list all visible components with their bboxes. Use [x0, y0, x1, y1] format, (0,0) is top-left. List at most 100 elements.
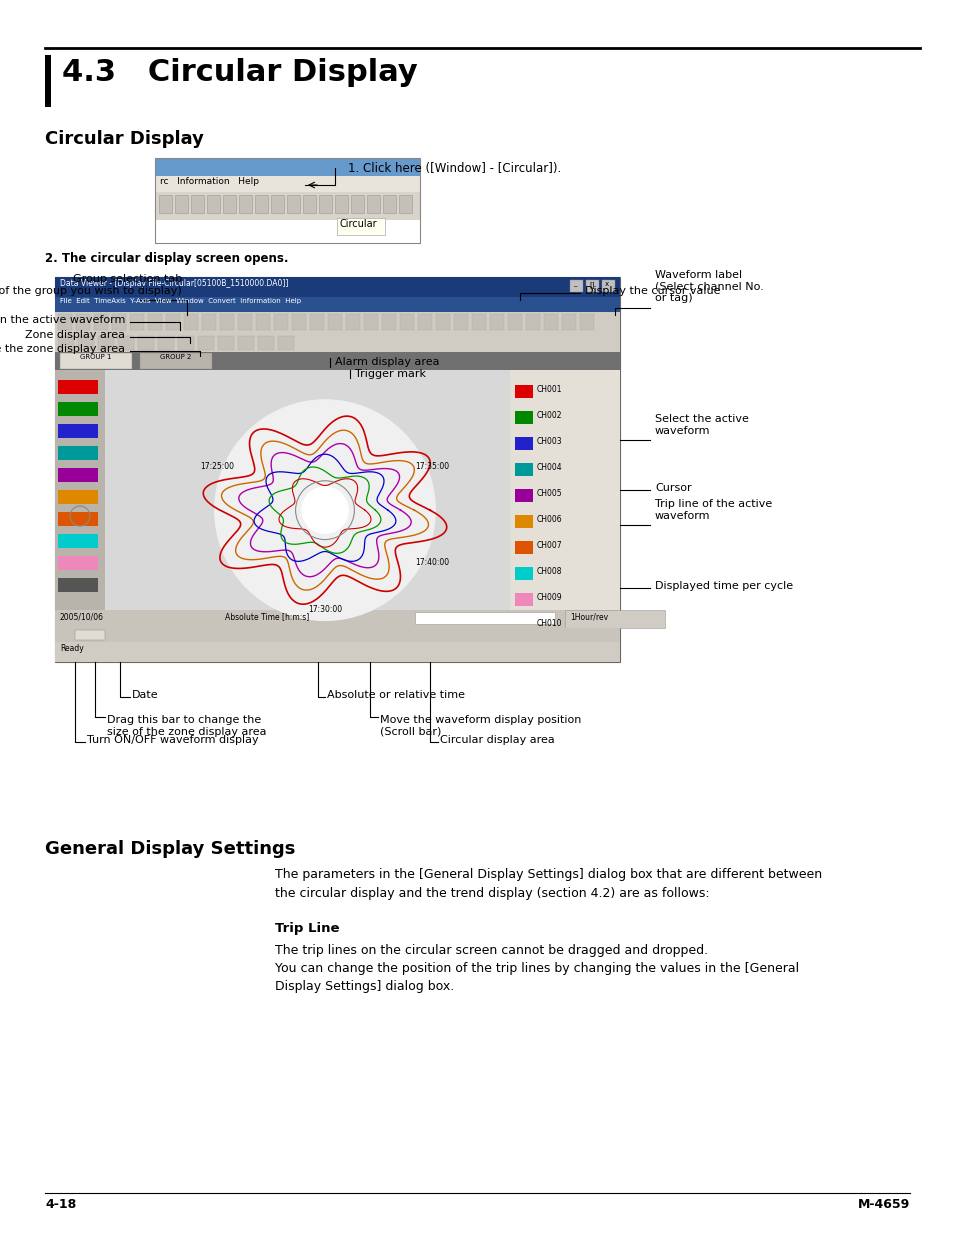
Text: _: _: [573, 282, 576, 287]
Bar: [303, 195, 315, 212]
Bar: [579, 314, 594, 330]
Bar: [174, 195, 188, 212]
Bar: [148, 314, 162, 330]
Text: General Display Settings: General Display Settings: [45, 840, 295, 858]
Bar: [507, 314, 521, 330]
Bar: [415, 613, 555, 624]
Bar: [58, 490, 98, 504]
Bar: [58, 446, 98, 459]
Bar: [515, 489, 533, 501]
Text: CH002: CH002: [537, 411, 562, 420]
Text: The trip lines on the circular screen cannot be dragged and dropped.: The trip lines on the circular screen ca…: [274, 944, 707, 957]
Bar: [239, 195, 252, 212]
Text: Circular: Circular: [339, 219, 377, 228]
Bar: [292, 314, 306, 330]
Text: Zone display area: Zone display area: [25, 330, 125, 340]
Text: CH007: CH007: [537, 541, 562, 550]
Bar: [55, 312, 619, 333]
Text: M-4659: M-4659: [857, 1198, 909, 1212]
Bar: [525, 314, 539, 330]
Text: x: x: [604, 282, 608, 287]
Bar: [328, 314, 341, 330]
Bar: [318, 195, 332, 212]
Bar: [218, 336, 233, 350]
Bar: [367, 195, 379, 212]
Text: Trip line of the active
waveform: Trip line of the active waveform: [655, 499, 771, 521]
Bar: [118, 336, 133, 350]
Bar: [255, 314, 270, 330]
Bar: [58, 314, 71, 330]
Text: Display the cursor value: Display the cursor value: [584, 287, 720, 296]
Bar: [58, 424, 98, 438]
Text: Displayed time per cycle: Displayed time per cycle: [655, 580, 792, 592]
Bar: [559, 296, 618, 312]
Bar: [202, 314, 215, 330]
Bar: [58, 403, 98, 416]
Text: CH001: CH001: [537, 385, 562, 394]
Text: CH006: CH006: [537, 515, 562, 524]
Bar: [564, 610, 664, 629]
Bar: [55, 370, 105, 662]
Bar: [159, 195, 172, 212]
Text: CH010: CH010: [537, 619, 562, 629]
Text: Waveform label
(Select channel No.
or tag): Waveform label (Select channel No. or ta…: [655, 269, 763, 303]
Bar: [254, 195, 268, 212]
Bar: [257, 336, 274, 350]
Bar: [274, 314, 288, 330]
Bar: [154, 177, 419, 191]
Bar: [277, 336, 294, 350]
Bar: [601, 280, 615, 291]
Bar: [237, 336, 253, 350]
Bar: [515, 541, 533, 555]
Bar: [158, 336, 173, 350]
Bar: [472, 314, 485, 330]
Text: Display Settings] dialog box.: Display Settings] dialog box.: [274, 981, 454, 993]
Text: 17:30:00: 17:30:00: [308, 605, 342, 614]
Text: 17:35:00: 17:35:00: [415, 462, 449, 471]
Bar: [166, 314, 180, 330]
Bar: [382, 195, 395, 212]
Text: Absolute Time [h:m:s]: Absolute Time [h:m:s]: [225, 613, 309, 621]
Bar: [55, 296, 619, 312]
Bar: [398, 195, 412, 212]
Bar: [58, 380, 98, 394]
Bar: [55, 352, 619, 370]
Bar: [515, 515, 533, 529]
Bar: [58, 513, 98, 526]
Bar: [569, 280, 582, 291]
Bar: [75, 630, 105, 640]
Text: Circular Display: Circular Display: [45, 130, 204, 148]
Bar: [287, 195, 299, 212]
Bar: [454, 314, 468, 330]
Text: Ready: Ready: [60, 643, 84, 653]
Text: Mark on the active waveform: Mark on the active waveform: [0, 315, 125, 325]
Bar: [94, 314, 108, 330]
Text: 1. Click here ([Window] - [Circular]).: 1. Click here ([Window] - [Circular]).: [348, 162, 560, 175]
Bar: [335, 500, 395, 540]
Bar: [223, 195, 235, 212]
Bar: [191, 195, 204, 212]
Bar: [45, 56, 51, 107]
Bar: [510, 370, 619, 662]
Bar: [515, 385, 533, 398]
Text: Circular display area: Circular display area: [439, 735, 554, 745]
Bar: [55, 642, 619, 662]
Circle shape: [214, 400, 435, 620]
Bar: [58, 556, 98, 571]
Bar: [335, 195, 348, 212]
Bar: [55, 370, 619, 662]
Text: Trip Line: Trip Line: [274, 923, 339, 935]
Bar: [515, 411, 533, 424]
Text: The parameters in the [General Display Settings] dialog box that are different b: The parameters in the [General Display S…: [274, 868, 821, 881]
Bar: [515, 567, 533, 580]
Text: Drag this bar to change the
size of the zone display area: Drag this bar to change the size of the …: [107, 715, 266, 736]
Text: GROUP 1: GROUP 1: [80, 354, 112, 359]
Circle shape: [301, 487, 348, 534]
Bar: [585, 280, 598, 291]
Bar: [399, 314, 414, 330]
Text: CH009: CH009: [537, 593, 562, 601]
Bar: [515, 437, 533, 450]
Text: Group selection tab
(click the tab of the group you wish to display): Group selection tab (click the tab of th…: [0, 274, 182, 296]
Bar: [515, 593, 533, 606]
Bar: [154, 191, 419, 220]
